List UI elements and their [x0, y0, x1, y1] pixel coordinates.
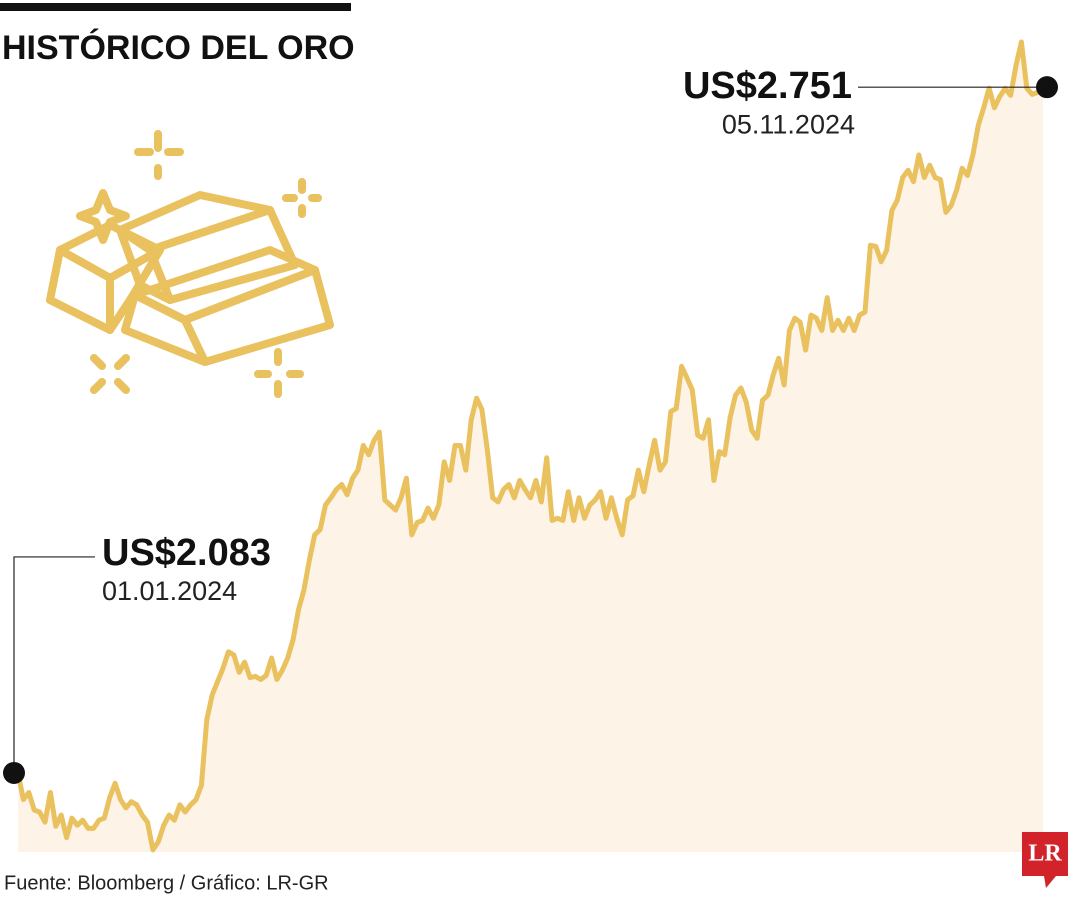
point-marker — [1036, 76, 1058, 99]
chart-title: HISTÓRICO DEL ORO — [2, 29, 355, 67]
date-label: 05.11.2024 — [722, 109, 855, 139]
value-label: US$2.751 — [683, 65, 852, 107]
point-marker — [3, 761, 25, 784]
area — [18, 42, 1043, 852]
plot-area — [15, 39, 1045, 853]
logo-box — [1022, 832, 1068, 876]
logo: LR — [1022, 832, 1068, 888]
logo-text: LR — [1028, 841, 1062, 867]
gold-icon — [46, 130, 334, 398]
source-note: Fuente: Bloomberg / Gráfico: LR-GR — [4, 872, 329, 894]
title-bar — [0, 3, 351, 11]
date-label: 01.01.2024 — [102, 576, 237, 606]
value-label: US$2.083 — [102, 532, 271, 574]
leader-line — [13, 556, 95, 773]
logo-tail — [1044, 876, 1056, 888]
line — [15, 39, 1045, 853]
